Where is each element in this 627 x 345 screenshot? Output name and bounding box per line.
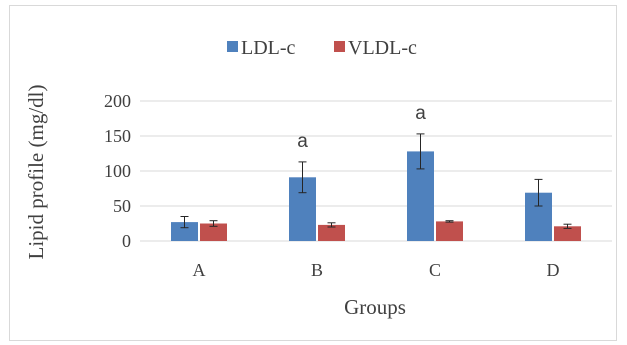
x-axis-label: Groups — [344, 295, 406, 319]
bar-vldl-c-d — [554, 226, 581, 241]
legend-item-vldl-c: VLDL-c — [334, 37, 417, 59]
error-bar — [209, 220, 218, 227]
bar-ldl-c-a — [171, 222, 198, 241]
legend-label: LDL-c — [241, 37, 296, 59]
gridlines — [140, 100, 612, 207]
significance-label: a — [415, 103, 426, 124]
error-bar — [416, 133, 425, 170]
error-bar — [563, 223, 572, 229]
bars — [171, 151, 581, 241]
annotations: aa — [297, 103, 426, 152]
legend: LDL-c VLDL-c — [227, 37, 417, 59]
x-tick-label: D — [547, 260, 560, 280]
x-tick-label: C — [429, 260, 441, 280]
error-bar — [534, 178, 543, 207]
y-tick-label: 200 — [104, 91, 131, 111]
error-bars — [180, 133, 572, 229]
y-tick-label: 0 — [122, 231, 131, 251]
x-axis-ticks: A B C D — [193, 260, 560, 280]
legend-item-ldl-c: LDL-c — [227, 37, 296, 59]
error-bar — [180, 216, 189, 229]
y-tick-label: 50 — [113, 196, 131, 216]
y-tick-label: 100 — [104, 161, 131, 181]
x-tick-label: B — [311, 260, 323, 280]
x-tick-label: A — [193, 260, 206, 280]
bar-vldl-c-c — [436, 221, 463, 241]
legend-swatch — [334, 41, 345, 52]
error-bar — [327, 222, 336, 228]
legend-label: VLDL-c — [348, 37, 417, 59]
legend-swatch — [227, 41, 238, 52]
bar-vldl-c-b — [318, 224, 345, 241]
error-bar — [298, 161, 307, 194]
error-bar — [445, 220, 454, 223]
y-axis-ticks: 0 50 100 150 200 — [104, 91, 131, 251]
significance-label: a — [297, 131, 308, 152]
chart-frame — [9, 5, 617, 341]
y-tick-label: 150 — [104, 126, 131, 146]
y-axis-label: Lipid profile (mg/dl) — [24, 85, 48, 260]
bar-vldl-c-a — [200, 223, 227, 241]
